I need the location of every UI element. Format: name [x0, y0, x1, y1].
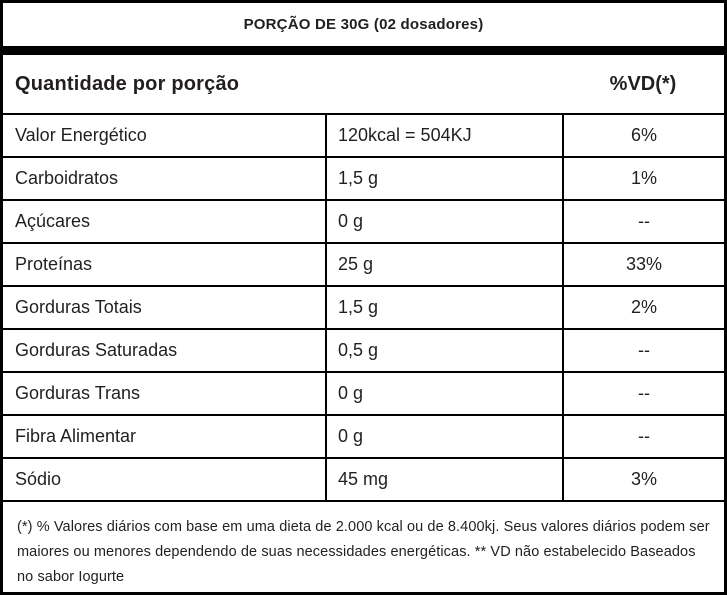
- nutrient-dv: --: [562, 373, 724, 414]
- header-divider-bar: [3, 46, 724, 55]
- table-row: Valor Energético 120kcal = 504KJ 6%: [3, 115, 724, 158]
- nutrient-amount: 45 mg: [325, 459, 562, 500]
- table-row: Gorduras Trans 0 g --: [3, 373, 724, 416]
- daily-value-label: %VD(*): [609, 72, 677, 95]
- table-row: Gorduras Totais 1,5 g 2%: [3, 287, 724, 330]
- nutrient-amount: 0 g: [325, 416, 562, 457]
- nutrient-name: Carboidratos: [15, 168, 119, 188]
- nutrient-name: Açúcares: [15, 211, 91, 231]
- table-row: Fibra Alimentar 0 g --: [3, 416, 724, 459]
- nutrient-name: Gorduras Trans: [15, 383, 141, 403]
- nutrient-name: Fibra Alimentar: [15, 426, 137, 446]
- nutrient-name: Gorduras Totais: [15, 297, 142, 317]
- table-row: Carboidratos 1,5 g 1%: [3, 158, 724, 201]
- nutrient-amount: 0 g: [325, 373, 562, 414]
- table-row: Proteínas 25 g 33%: [3, 244, 724, 287]
- nutrient-amount: 1,5 g: [325, 287, 562, 328]
- nutrient-dv: 6%: [562, 115, 724, 156]
- nutrient-name: Sódio: [15, 469, 62, 489]
- nutrient-dv: 2%: [562, 287, 724, 328]
- nutrient-amount: 25 g: [325, 244, 562, 285]
- nutrient-amount: 1,5 g: [325, 158, 562, 199]
- nutrient-amount: 0 g: [325, 201, 562, 242]
- nutrient-dv: --: [562, 201, 724, 242]
- quantity-per-serving-label: Quantidade por porção: [15, 72, 240, 95]
- nutrient-name: Valor Energético: [15, 125, 147, 145]
- table-subheader: Quantidade por porção %VD(*): [3, 55, 724, 115]
- table-row: Gorduras Saturadas 0,5 g --: [3, 330, 724, 373]
- nutrient-amount: 120kcal = 504KJ: [325, 115, 562, 156]
- nutrient-dv: 33%: [562, 244, 724, 285]
- daily-value-footnote: (*) % Valores diários com base em uma di…: [17, 519, 710, 585]
- nutrient-amount: 0,5 g: [325, 330, 562, 371]
- table-row: Sódio 45 mg 3%: [3, 459, 724, 502]
- nutrient-dv: 1%: [562, 158, 724, 199]
- nutrient-name: Gorduras Saturadas: [15, 340, 178, 360]
- nutrient-dv: --: [562, 330, 724, 371]
- nutrition-table-body: Valor Energético 120kcal = 504KJ 6% Carb…: [3, 115, 724, 502]
- nutrient-dv: 3%: [562, 459, 724, 500]
- nutrient-dv: --: [562, 416, 724, 457]
- table-row: Açúcares 0 g --: [3, 201, 724, 244]
- nutrient-name: Proteínas: [15, 254, 93, 274]
- portion-title: PORÇÃO DE 30G (02 dosadores): [243, 16, 484, 33]
